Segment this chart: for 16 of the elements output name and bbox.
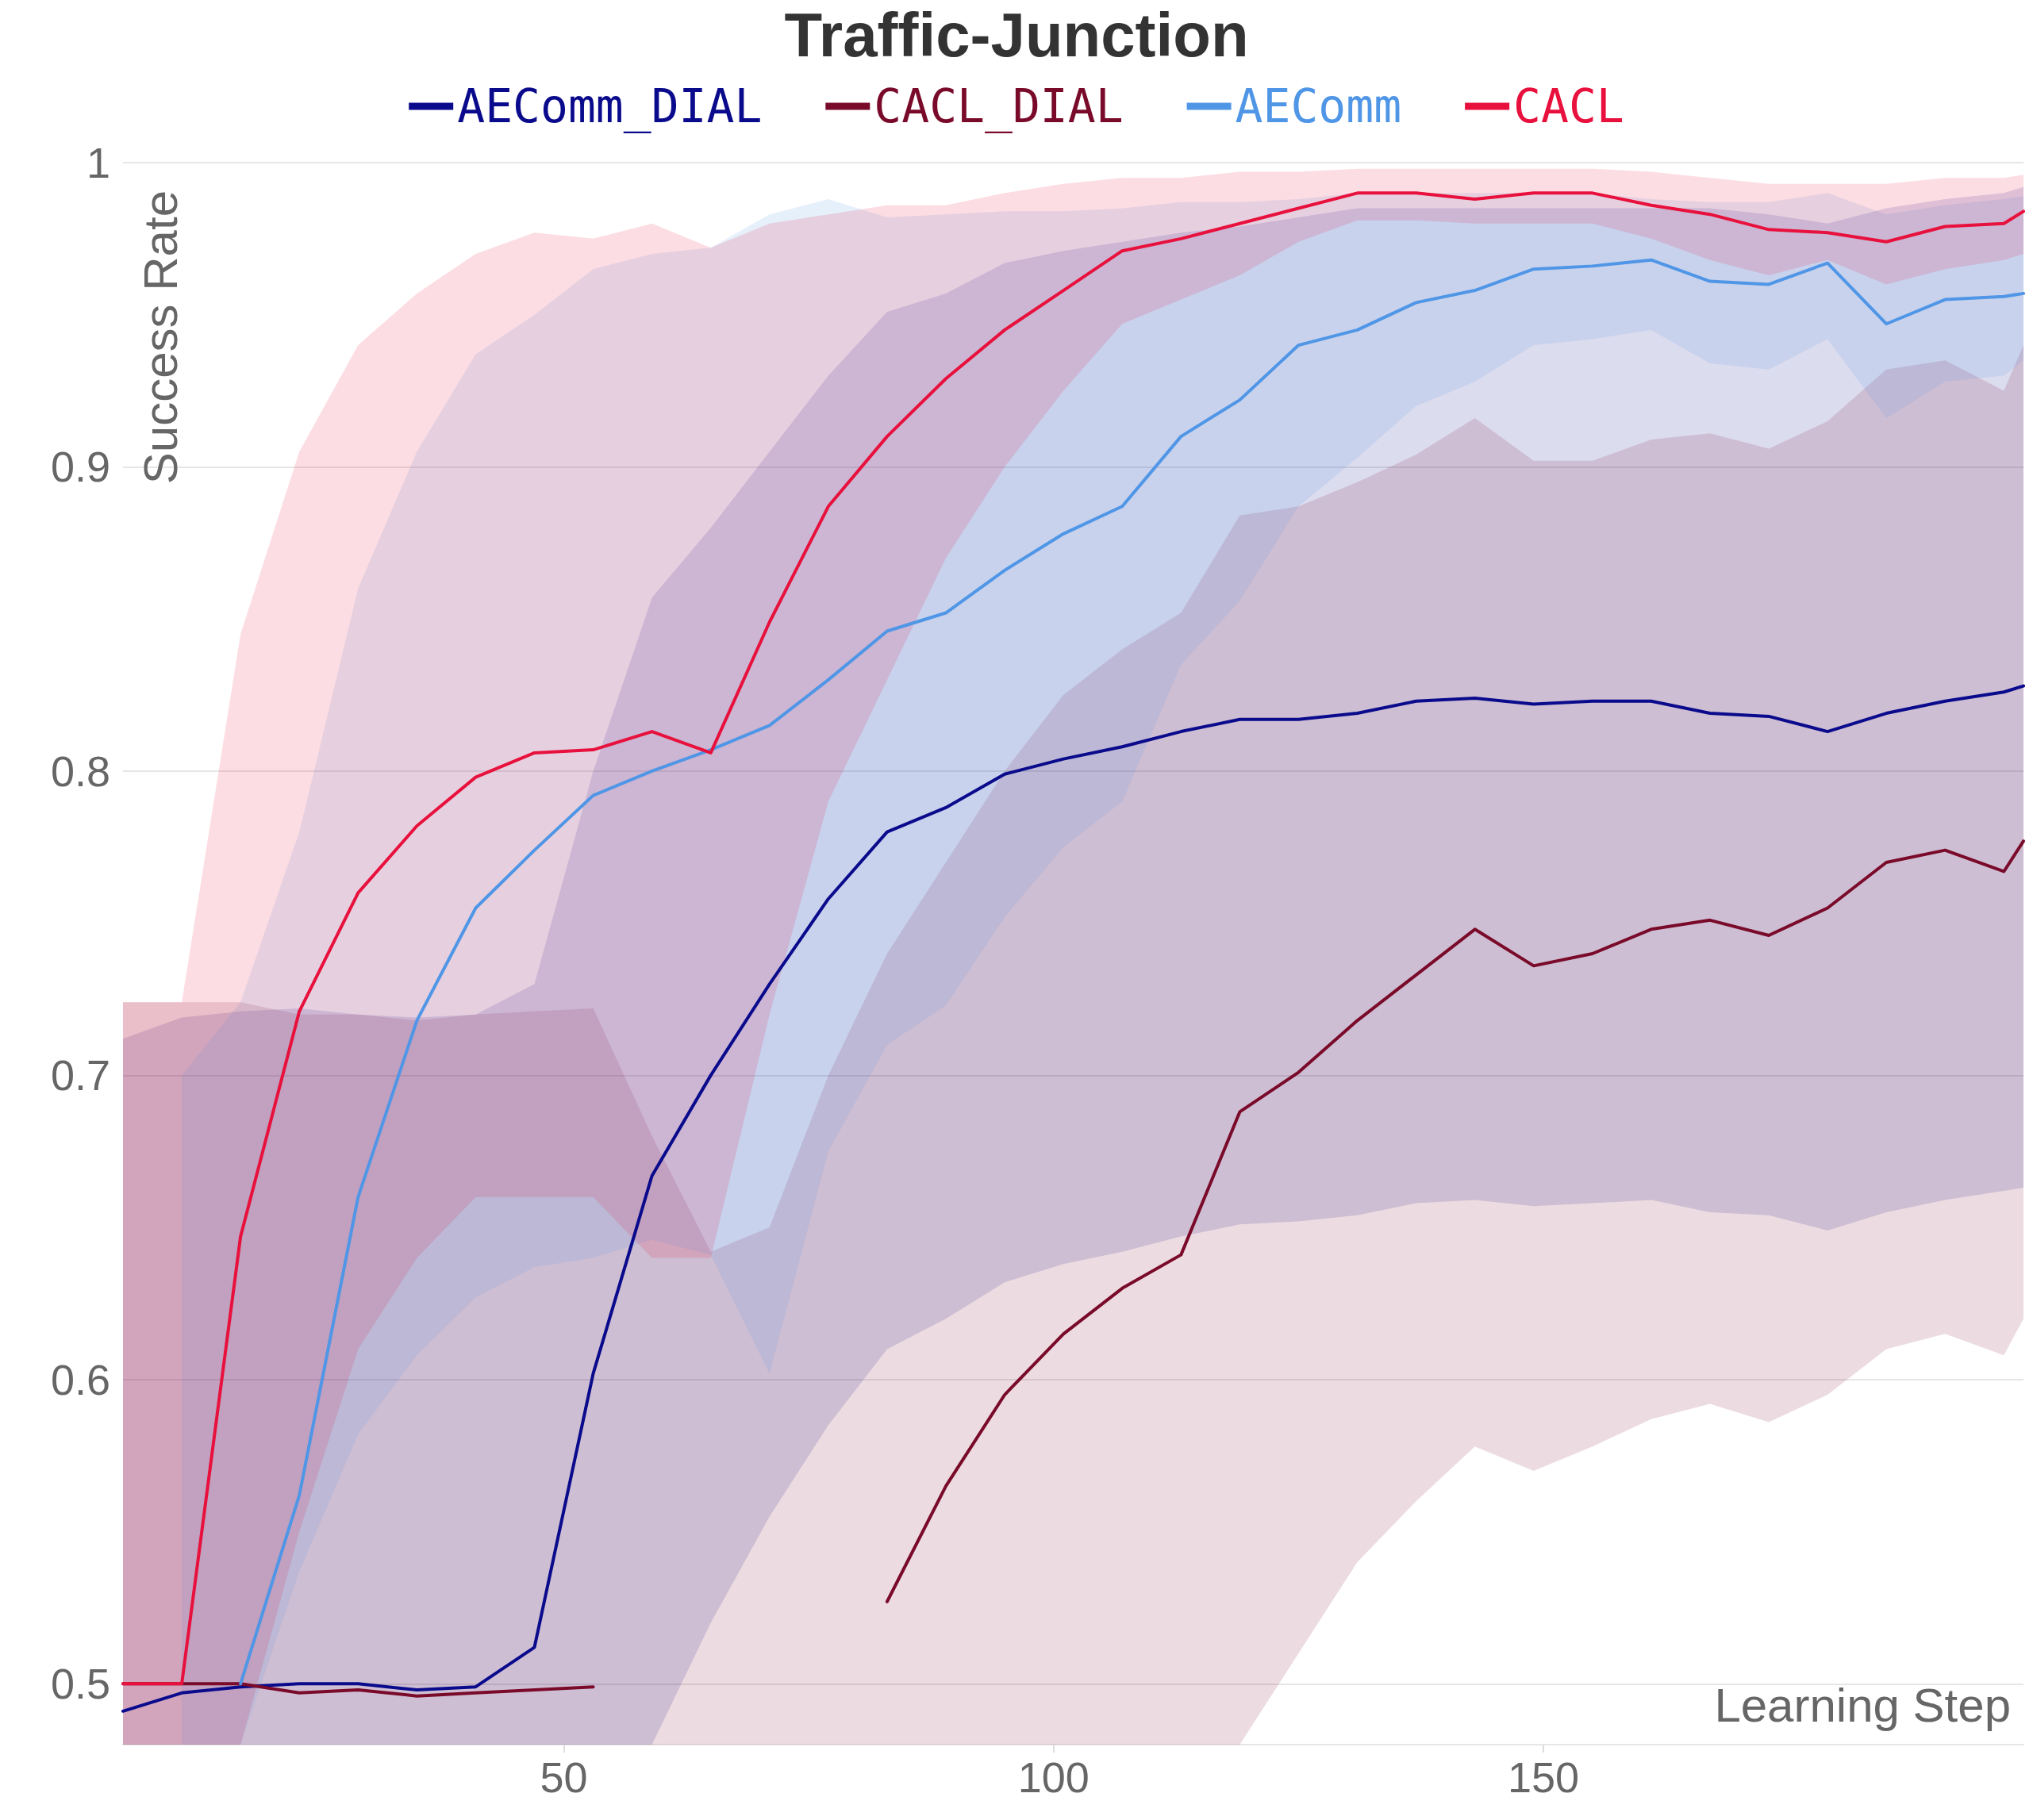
y-tick-label: 0.7 <box>50 1051 110 1100</box>
y-tick-label: 0.5 <box>50 1660 110 1708</box>
y-tick-label: 0.6 <box>50 1355 110 1403</box>
x-tick-label: 100 <box>1017 1753 1090 1801</box>
x-tick-label: 50 <box>540 1753 588 1801</box>
chart-title: Traffic-Junction <box>784 0 1249 70</box>
y-tick-label: 1 <box>86 139 110 186</box>
x-tick-label: 150 <box>1508 1753 1580 1801</box>
legend-label: CACL <box>1513 79 1624 133</box>
legend-label: AEComm <box>1235 79 1402 133</box>
y-tick-label: 0.8 <box>50 747 110 795</box>
y-axis-title: Success Rate <box>133 190 187 485</box>
legend-label: AEComm_DIAL <box>457 79 763 133</box>
x-axis-title: Learning Step <box>1714 1678 2011 1732</box>
legend-label: CACL_DIAL <box>874 79 1124 133</box>
y-tick-label: 0.9 <box>50 443 110 491</box>
